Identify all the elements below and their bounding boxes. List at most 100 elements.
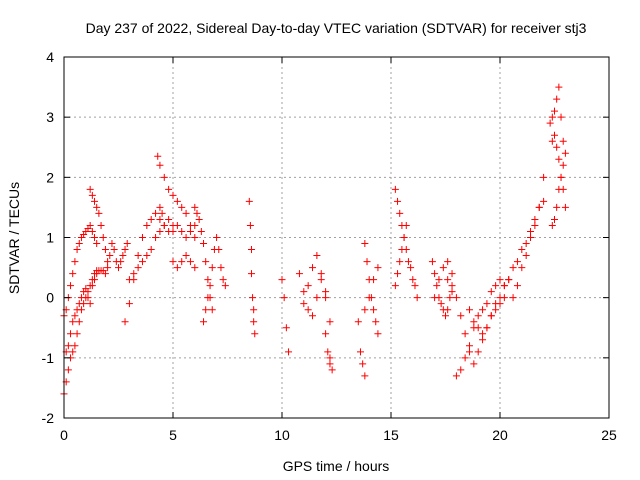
series-track-q bbox=[322, 330, 336, 374]
data-point bbox=[394, 270, 402, 278]
chart-title: Day 237 of 2022, Sidereal Day-to-day VTE… bbox=[86, 20, 587, 36]
data-point bbox=[152, 234, 160, 241]
x-tick-label: 10 bbox=[274, 427, 290, 443]
data-point bbox=[496, 276, 504, 284]
series-track-ae bbox=[546, 113, 569, 211]
data-point bbox=[123, 240, 131, 248]
data-point bbox=[553, 143, 561, 151]
data-point bbox=[313, 294, 321, 302]
data-point bbox=[195, 215, 203, 223]
data-point bbox=[359, 360, 367, 368]
data-point bbox=[413, 294, 421, 302]
data-point bbox=[300, 288, 308, 296]
data-point bbox=[121, 246, 129, 254]
data-point bbox=[156, 203, 164, 211]
series-track-v bbox=[391, 221, 410, 290]
data-point bbox=[71, 312, 79, 320]
data-point bbox=[309, 264, 317, 272]
data-point bbox=[67, 282, 75, 290]
data-point bbox=[169, 227, 177, 235]
data-point bbox=[553, 95, 561, 103]
data-point bbox=[404, 258, 412, 266]
data-point bbox=[496, 294, 504, 302]
series-track-o bbox=[295, 270, 334, 326]
data-point bbox=[134, 252, 142, 260]
series-track-u bbox=[391, 185, 410, 254]
data-point bbox=[513, 258, 521, 266]
data-point bbox=[249, 294, 257, 302]
data-point bbox=[158, 209, 166, 217]
data-point bbox=[186, 227, 194, 235]
data-point bbox=[374, 264, 382, 272]
data-point bbox=[280, 294, 288, 302]
data-point bbox=[208, 306, 216, 314]
data-point bbox=[204, 276, 212, 284]
data-point bbox=[130, 270, 138, 278]
data-point bbox=[86, 300, 94, 308]
data-point bbox=[75, 300, 83, 308]
data-point bbox=[88, 282, 96, 290]
data-point bbox=[93, 240, 101, 248]
data-point bbox=[465, 342, 473, 350]
data-point bbox=[317, 270, 325, 278]
data-point bbox=[479, 330, 487, 338]
data-point bbox=[202, 258, 210, 266]
data-point bbox=[370, 276, 378, 284]
data-point bbox=[117, 258, 125, 266]
series-track-m bbox=[245, 197, 259, 338]
data-point bbox=[182, 234, 190, 241]
data-point bbox=[479, 306, 487, 314]
data-point bbox=[160, 221, 168, 229]
data-point bbox=[322, 294, 330, 302]
data-point bbox=[513, 282, 521, 290]
data-point bbox=[559, 161, 567, 169]
data-point bbox=[461, 354, 469, 362]
data-point bbox=[557, 113, 565, 121]
data-point bbox=[439, 264, 447, 272]
data-point bbox=[361, 372, 369, 380]
data-point bbox=[282, 324, 290, 332]
data-point bbox=[88, 191, 96, 199]
data-point bbox=[104, 258, 112, 266]
data-point bbox=[465, 348, 473, 356]
data-point bbox=[154, 152, 162, 160]
data-point bbox=[285, 348, 293, 356]
data-point bbox=[396, 258, 404, 266]
data-point bbox=[505, 276, 513, 284]
data-point bbox=[470, 360, 478, 368]
data-point bbox=[125, 276, 133, 284]
data-point bbox=[121, 318, 129, 326]
data-point bbox=[156, 227, 164, 235]
data-point bbox=[178, 227, 186, 235]
data-point bbox=[370, 306, 378, 314]
data-point bbox=[191, 221, 199, 229]
series-track-af bbox=[548, 83, 567, 145]
data-point bbox=[555, 155, 563, 163]
data-point bbox=[221, 282, 229, 290]
data-point bbox=[322, 288, 330, 296]
data-point bbox=[483, 300, 491, 308]
data-point bbox=[82, 285, 90, 293]
data-point bbox=[483, 324, 491, 332]
data-point bbox=[402, 221, 410, 229]
data-point bbox=[73, 306, 81, 314]
data-point bbox=[446, 294, 454, 302]
series-track-h bbox=[154, 152, 199, 241]
data-point bbox=[84, 294, 92, 302]
data-point bbox=[394, 197, 402, 205]
data-point bbox=[527, 227, 535, 235]
series-track-aa bbox=[452, 294, 508, 380]
data-point bbox=[363, 258, 371, 266]
data-point bbox=[156, 215, 164, 223]
data-point bbox=[431, 294, 439, 302]
y-tick-label: -1 bbox=[42, 350, 55, 366]
data-point bbox=[324, 348, 332, 356]
data-point bbox=[295, 270, 303, 278]
series-track-x bbox=[428, 258, 456, 320]
data-point bbox=[69, 270, 77, 278]
data-point bbox=[206, 282, 214, 290]
data-point bbox=[165, 185, 173, 193]
data-point bbox=[474, 312, 482, 320]
series-track-r bbox=[354, 318, 369, 380]
y-tick-label: 0 bbox=[46, 290, 54, 306]
